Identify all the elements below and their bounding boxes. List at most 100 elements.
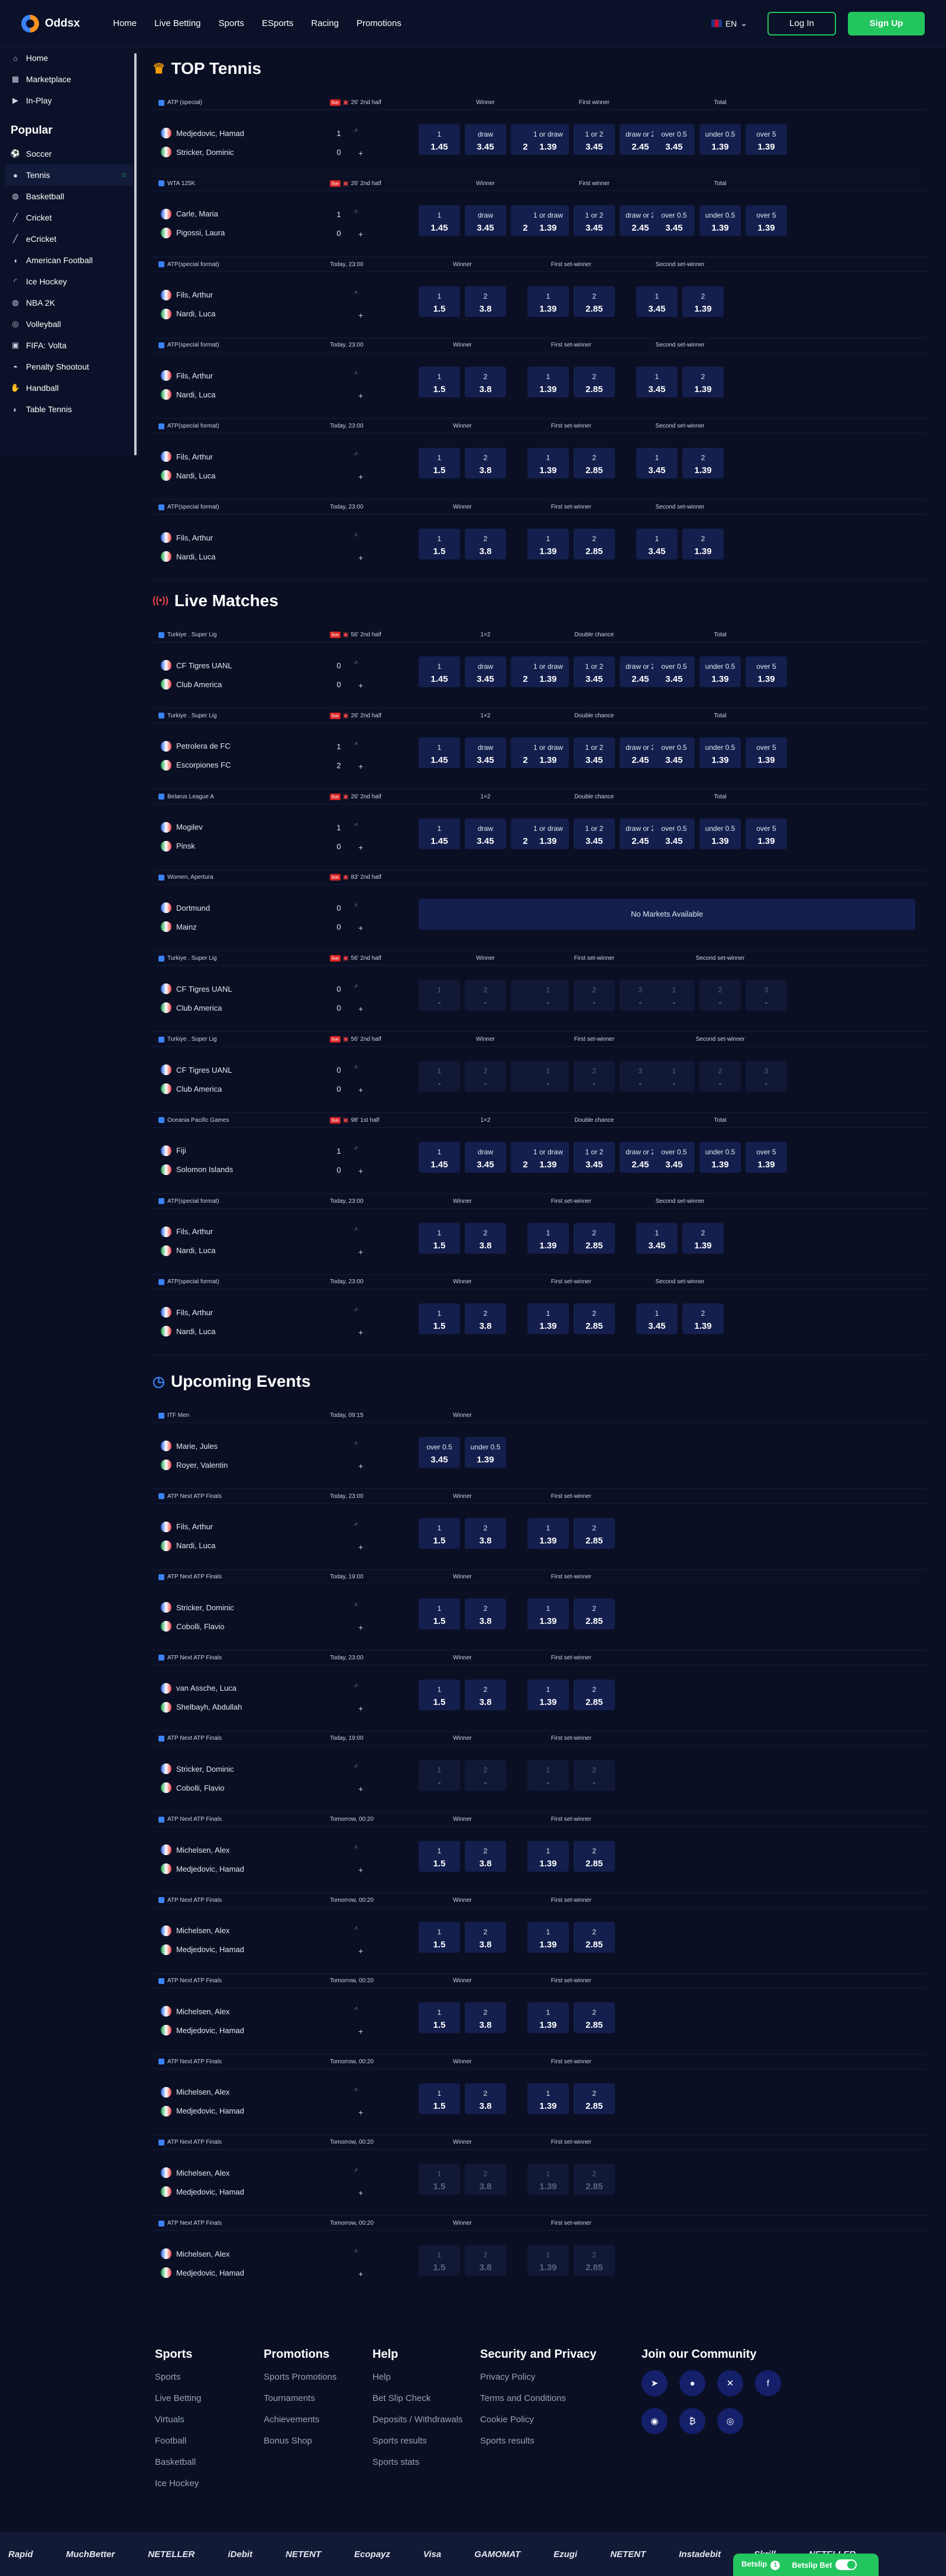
footer-link[interactable]: Ice Hockey [155,2478,199,2488]
more-markets-icon[interactable]: + [358,1461,364,1471]
more-markets-icon[interactable]: + [358,2269,364,2279]
team-name[interactable]: Nardi, Luca [161,1326,215,1337]
odds-button[interactable]: 1 or draw 1.39 [527,1141,569,1173]
odds-button[interactable]: 1 1.5 [419,2164,460,2195]
odds-button[interactable]: over 5 1.39 [746,205,787,236]
footer-link[interactable]: Basketball [155,2457,196,2467]
nav-live-betting[interactable]: Live Betting [154,18,201,28]
footer-link[interactable]: Sports Promotions [264,2372,337,2382]
more-markets-icon[interactable]: + [358,923,364,933]
team-name[interactable]: Fils, Arthur [161,1226,213,1237]
league-name[interactable]: ATP (special) [158,99,202,106]
team-name[interactable]: Solomon Islands [161,1164,233,1175]
stats-icon[interactable]: ⩘ [354,739,358,747]
odds-button[interactable]: 1 1.39 [527,1841,569,1872]
league-name[interactable]: Women, Apertura [158,874,213,881]
stats-icon[interactable]: ⩘ [354,982,358,990]
odds-button[interactable]: 2 2.85 [574,1921,615,1953]
stats-icon[interactable]: ⩘ [354,659,358,666]
odds-button[interactable]: under 0.5 1.39 [699,205,741,236]
team-name[interactable]: Medjedovic, Hamad [161,2267,244,2278]
team-name[interactable]: Michelsen, Alex [161,1844,229,1855]
odds-button[interactable]: 1 1.39 [527,1598,569,1630]
team-name[interactable]: Fiji [161,1145,186,1156]
odds-button[interactable]: over 0.5 3.45 [653,205,695,236]
odds-button[interactable]: 2 2.85 [574,286,615,317]
league-name[interactable]: ATP(special format) [158,423,219,429]
odds-button[interactable]: 2 3.8 [465,1598,506,1630]
stats-icon[interactable]: ⩘ [354,1439,358,1446]
stats-icon[interactable]: ⩘ [354,2166,358,2174]
sidebar-item-table-tennis[interactable]: ◐ Table Tennis [0,399,138,420]
odds-button[interactable]: draw 3.45 [465,124,506,155]
more-markets-icon[interactable]: + [358,1542,364,1552]
league-name[interactable]: ATP Next ATP Finals [158,1897,222,1904]
team-name[interactable]: Club America [161,1083,222,1094]
sidebar-scrollbar[interactable] [134,53,137,455]
nav-sports[interactable]: Sports [218,18,244,28]
odds-button[interactable]: 1 1.39 [527,1222,569,1254]
team-name[interactable]: Pigossi, Laura [161,227,225,238]
odds-button[interactable]: 1 3.45 [636,1222,678,1254]
odds-button[interactable]: under 0.5 1.39 [699,1141,741,1173]
more-markets-icon[interactable]: + [358,2188,364,2198]
stats-icon[interactable]: ⩘ [354,207,358,215]
odds-button[interactable]: 1 or draw 1.39 [527,205,569,236]
team-name[interactable]: Stricker, Dominic [161,147,234,157]
team-name[interactable]: Fils, Arthur [161,1307,213,1318]
odds-button[interactable]: 1 3.45 [636,367,678,398]
odds-button[interactable]: 1 1.39 [527,448,569,479]
more-markets-icon[interactable]: + [358,472,364,482]
odds-button[interactable]: over 0.5 3.45 [653,1141,695,1173]
stats-icon[interactable]: ⩘ [354,1924,358,1931]
odds-button[interactable]: 1 1.39 [527,2164,569,2195]
stats-icon[interactable]: ⩘ [354,1843,358,1850]
odds-button[interactable]: over 5 1.39 [746,1141,787,1173]
odds-button[interactable]: 2 2.85 [574,529,615,559]
odds-button[interactable]: over 0.5 3.45 [653,737,695,768]
odds-button[interactable]: 1 or 2 3.45 [574,737,615,768]
odds-button[interactable]: 2 1.39 [682,1303,724,1335]
odds-button[interactable]: 2 3.8 [465,1921,506,1953]
stats-icon[interactable]: ⩘ [354,127,358,134]
league-name[interactable]: ATP Next ATP Finals [158,1816,222,1823]
odds-button[interactable]: 1 1.39 [527,2245,569,2276]
footer-link[interactable]: Tournaments [264,2393,315,2403]
odds-button[interactable]: under 0.5 1.39 [699,656,741,687]
odds-button[interactable]: 2 2.85 [574,2245,615,2276]
league-name[interactable]: Turkiye . Super Lig [158,955,217,962]
odds-button[interactable]: 2 3.8 [465,2164,506,2195]
stats-icon[interactable]: ⩘ [354,901,358,909]
footer-link[interactable]: Sports stats [372,2457,420,2467]
team-name[interactable]: van Assche, Luca [161,1682,237,1694]
sidebar-item-ice-hockey[interactable]: ◜ Ice Hockey [0,271,138,292]
more-markets-icon[interactable]: + [358,1085,364,1095]
sidebar-item-fifa-volta[interactable]: ▣ FIFA: Volta [0,335,138,356]
odds-button[interactable]: 1 3.45 [636,448,678,479]
team-name[interactable]: Michelsen, Alex [161,2167,229,2179]
team-name[interactable]: Fils, Arthur [161,1521,213,1532]
betslip-bar[interactable]: Betslip 1 Betslip Bet [733,2554,879,2576]
odds-button[interactable]: 2 2.85 [574,1303,615,1335]
footer-link[interactable]: Bet Slip Check [372,2393,431,2403]
betslip-bet-toggle[interactable]: Betslip Bet [792,2559,857,2570]
odds-button[interactable]: draw 3.45 [465,656,506,687]
team-name[interactable]: Mainz [161,921,197,933]
team-name[interactable]: CF Tigres UANL [161,660,232,671]
odds-button[interactable]: 1 1.5 [419,1679,460,1710]
odds-button[interactable]: over 5 1.39 [746,737,787,768]
odds-button[interactable]: 1 or draw 1.39 [527,124,569,155]
more-markets-icon[interactable]: + [358,310,364,320]
more-markets-icon[interactable]: + [358,229,364,239]
more-markets-icon[interactable]: + [358,148,364,158]
footer-link[interactable]: Football [155,2436,187,2446]
more-markets-icon[interactable]: + [358,1166,364,1176]
odds-button[interactable]: 1 1.45 [419,656,460,687]
odds-button[interactable]: 2 2.85 [574,1517,615,1549]
team-name[interactable]: Michelsen, Alex [161,2248,229,2259]
team-name[interactable]: Nardi, Luca [161,389,215,400]
team-name[interactable]: Nardi, Luca [161,1540,215,1551]
odds-button[interactable]: 2 2.85 [574,1841,615,1872]
footer-link[interactable]: Sports [155,2372,181,2382]
odds-button[interactable]: 1 1.39 [527,1517,569,1549]
